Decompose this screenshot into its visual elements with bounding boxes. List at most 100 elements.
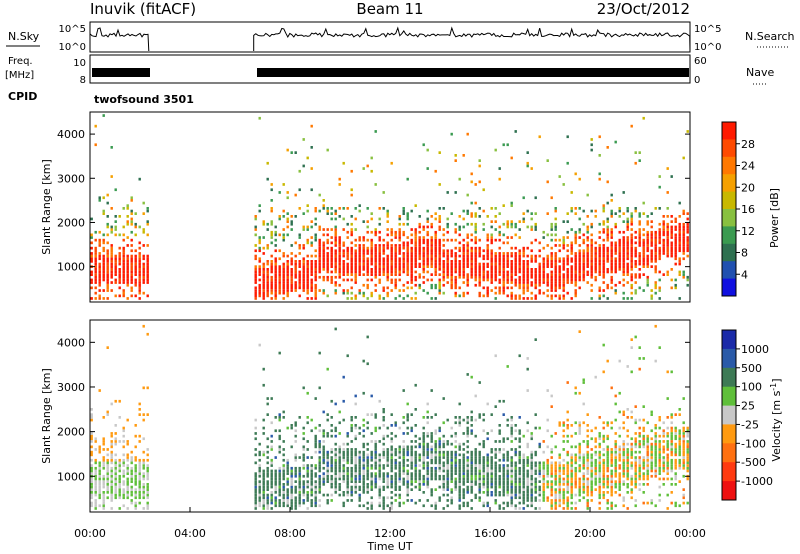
power-cell [658,185,661,189]
velocity-cell [342,472,345,475]
power-cell [642,238,645,242]
power-cell [586,238,589,242]
velocity-cell [522,469,525,473]
velocity-cell [538,464,541,467]
power-cell [314,291,317,295]
velocity-cell [558,499,561,502]
power-cell [354,249,357,253]
velocity-cell [598,437,601,441]
velocity-cell [542,477,545,481]
power-cell [442,268,445,271]
velocity-cell [486,491,489,494]
power-cell [366,265,369,268]
velocity-cell [446,474,449,478]
power-cell [646,222,649,226]
velocity-cell [594,477,597,481]
velocity-cell [118,507,121,510]
velocity-cell [482,418,485,422]
power-cell [682,156,685,160]
velocity-cell [402,456,405,459]
power-cell [402,209,405,213]
power-cell [498,281,501,284]
velocity-cell [542,491,545,494]
power-cell [574,241,577,245]
power-cell [678,273,681,276]
power-cell [382,238,385,242]
velocity-cell [290,480,293,483]
power-cell [606,233,609,237]
velocity-cell [266,413,269,416]
velocity-cell [646,483,649,486]
velocity-cell [146,477,149,481]
velocity-cell [618,450,621,454]
power-cell [654,238,657,242]
power-cell [146,281,149,284]
power-cell [674,220,677,223]
velocity-cell [262,418,265,422]
power-cell [314,249,317,253]
velocity-cell [570,456,573,459]
velocity-cell [390,458,393,462]
power-cell [270,289,273,292]
velocity-cell [370,507,373,510]
velocity-cell [286,472,289,475]
power-cell [622,278,625,282]
velocity-cell [586,424,589,427]
velocity-cell [642,456,645,459]
power-cell [634,291,637,295]
velocity-cell [122,434,125,438]
velocity-cell [358,477,361,481]
velocity-cell [322,434,325,438]
velocity-cell [142,493,145,497]
power-cell [574,283,577,287]
velocity-cell [306,480,309,483]
velocity-cell [554,461,557,465]
power-cell [98,278,101,282]
power-cell [414,241,417,245]
power-cell [606,252,609,255]
velocity-cell [574,421,577,425]
velocity-cell [390,450,393,454]
power-cell [522,278,525,282]
power-cell [342,265,345,268]
velocity-cell [94,448,97,451]
power-cell [646,236,649,239]
power-cell [418,252,421,255]
velocity-cell [374,442,377,446]
velocity-heatmap [90,324,689,510]
velocity-cell [294,480,297,483]
velocity-cell [502,413,505,416]
freq-unit: [MHz] [5,70,34,81]
velocity-cell [578,477,581,481]
power-cell [598,297,601,300]
velocity-cell [606,450,609,454]
velocity-cell [414,450,417,454]
velocity-cell [498,440,501,443]
power-cell [466,236,469,239]
power-cell [434,230,437,234]
velocity-cell [494,354,497,358]
velocity-cell [486,480,489,483]
velocity-cell [550,507,553,510]
nsky-tick-bottom: 10^0 [59,42,86,53]
power-cell [406,215,409,218]
power-cell [414,246,417,250]
velocity-cell [354,485,357,489]
power-cell [254,270,257,274]
velocity-cell [438,466,441,470]
velocity-cell [106,413,109,416]
velocity-cell [478,496,481,500]
power-cell [518,281,521,284]
velocity-cell [562,480,565,483]
power-cell [406,254,409,258]
power-cell [606,236,609,239]
velocity-cell [338,410,341,414]
power-cell [634,273,637,276]
power-cell [462,257,465,261]
velocity-cell [450,458,453,462]
power-cell [370,260,373,263]
velocity-cell [282,493,285,497]
power-cell [394,286,397,290]
power-cell [622,249,625,253]
velocity-cell [570,434,573,438]
